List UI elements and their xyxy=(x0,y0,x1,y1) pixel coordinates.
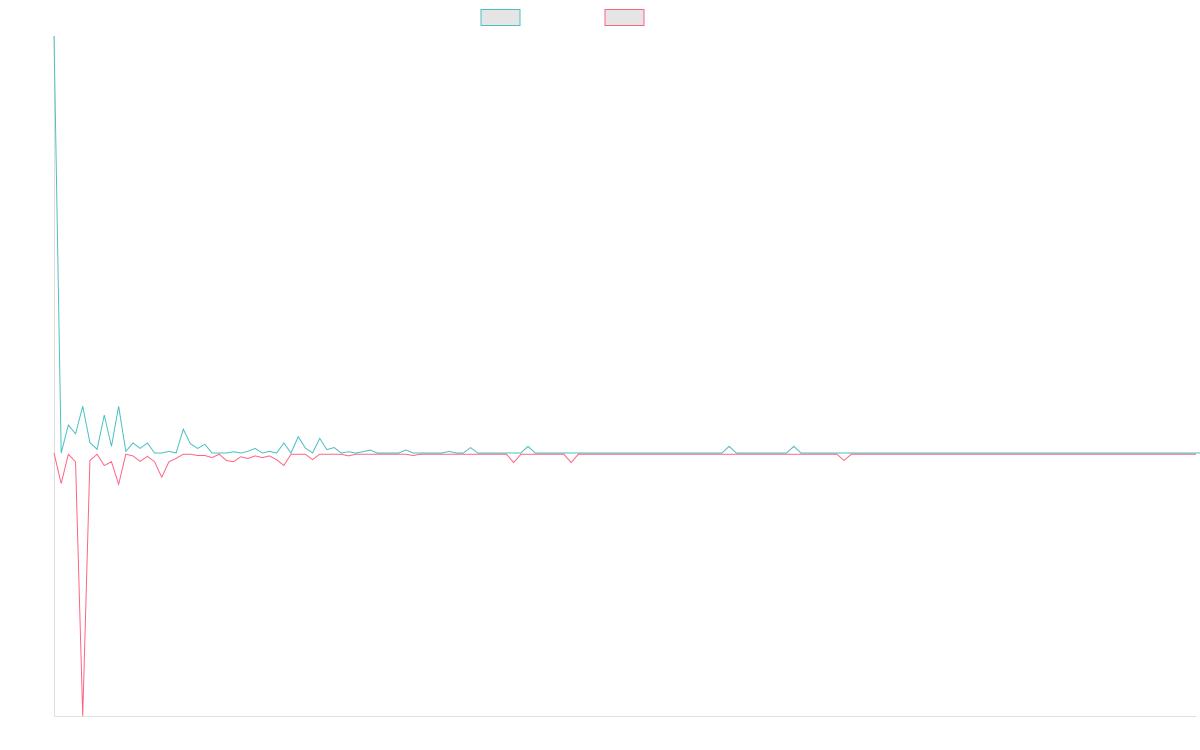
legend-swatch-series-b[interactable] xyxy=(604,9,645,26)
series-b-line xyxy=(53,452,1196,717)
series-a-line xyxy=(53,35,1200,455)
legend-swatch-series-a[interactable] xyxy=(480,9,521,26)
series-layer xyxy=(53,35,1200,717)
axes xyxy=(54,36,1196,717)
legend xyxy=(480,9,645,26)
